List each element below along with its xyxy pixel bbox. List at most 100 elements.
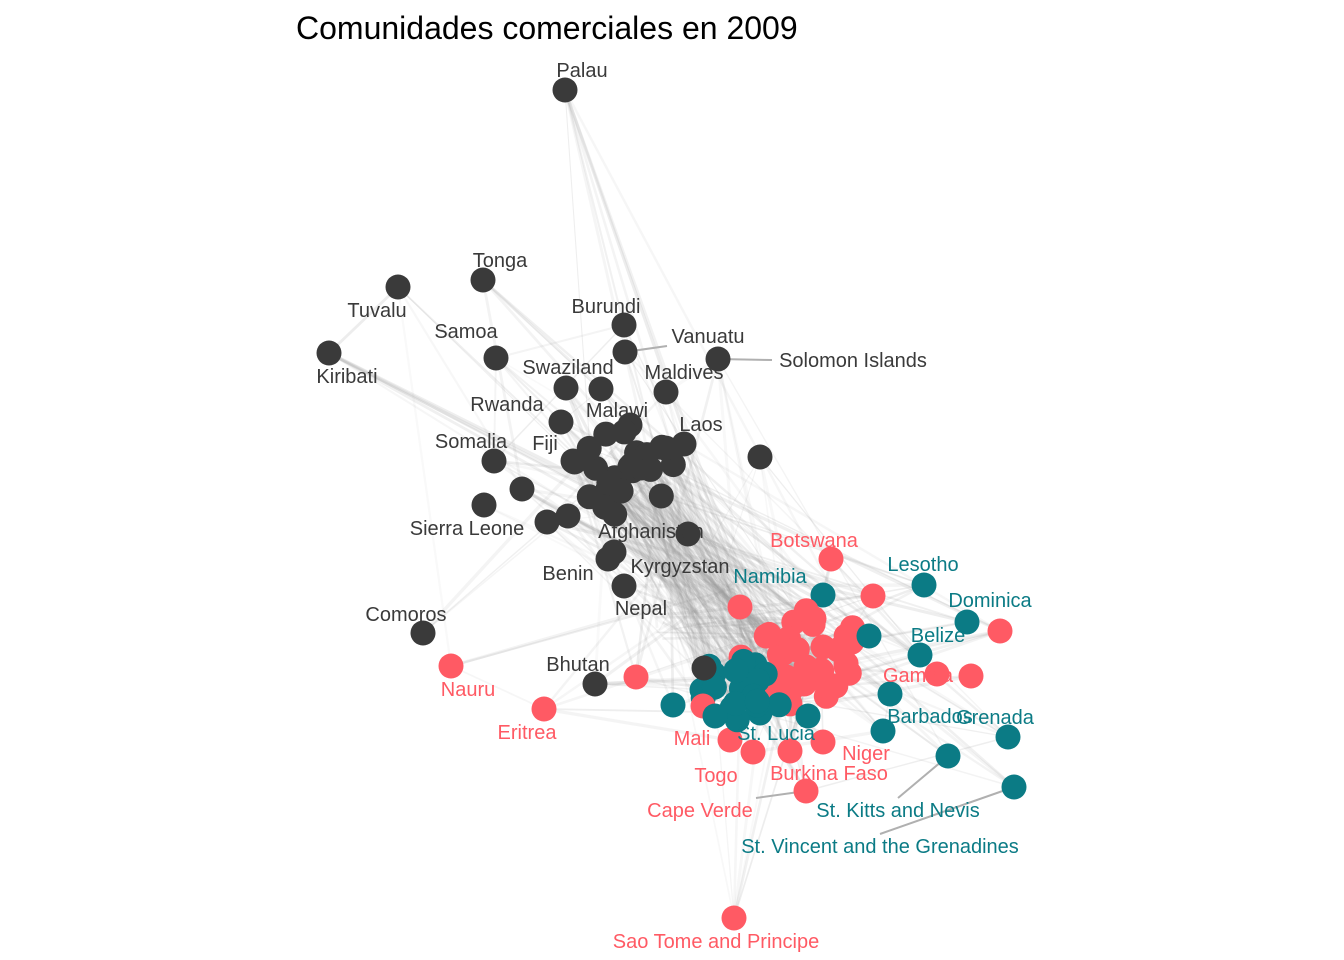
- node: [877, 681, 903, 707]
- edge: [619, 501, 808, 792]
- edge: [630, 464, 723, 584]
- edge: [328, 351, 627, 503]
- node: [860, 583, 886, 609]
- node: [555, 503, 581, 529]
- node: [722, 691, 748, 716]
- node: [648, 483, 674, 509]
- node-label: Palau: [556, 60, 607, 82]
- node-label: Burundi: [572, 296, 641, 318]
- node-label: Gambia: [883, 665, 954, 687]
- node-grenada: [995, 724, 1021, 750]
- node-label: Tuvalu: [347, 300, 406, 322]
- node-label: Sao Tome and Principe: [613, 931, 819, 953]
- edge: [623, 324, 795, 675]
- edge: [623, 324, 774, 699]
- edge: [665, 391, 741, 608]
- node: [795, 703, 821, 729]
- edge: [660, 495, 745, 612]
- node: [660, 692, 686, 718]
- edge: [626, 480, 807, 792]
- node-afghanistan: [675, 521, 701, 547]
- node-tonga: [470, 267, 496, 293]
- node-label: Afghanistan: [598, 521, 704, 543]
- edge: [396, 286, 453, 667]
- node-nauru: [438, 653, 464, 679]
- node-st-vincent-and-the-grenadines: [1001, 774, 1027, 800]
- node: [801, 606, 827, 632]
- node-label: Burkina Faso: [770, 763, 888, 785]
- edge: [629, 466, 717, 580]
- edge: [805, 736, 1009, 792]
- node-label: Cape Verde: [647, 800, 753, 822]
- edge: [671, 445, 716, 688]
- edge: [495, 323, 625, 360]
- edge: [563, 89, 728, 632]
- node-benin: [595, 546, 621, 572]
- node-label: Eritrea: [498, 722, 558, 744]
- node-mali: [717, 727, 743, 753]
- edge: [658, 456, 761, 631]
- edge: [616, 489, 716, 604]
- node-label: Mali: [674, 728, 711, 750]
- node-cape-verde: [793, 778, 819, 804]
- edge: [546, 520, 968, 624]
- edge: [328, 351, 594, 501]
- edge: [543, 533, 689, 710]
- edge: [564, 89, 716, 688]
- edge: [608, 482, 756, 666]
- node-tuvalu: [385, 274, 411, 300]
- node-comoros: [410, 620, 436, 646]
- node-label: St. Vincent and the Grenadines: [741, 836, 1019, 858]
- node: [747, 444, 773, 470]
- edge: [638, 441, 703, 691]
- node: [611, 419, 637, 445]
- node: [744, 688, 770, 714]
- node-sierra-leone: [471, 492, 497, 518]
- node-label: Rwanda: [470, 394, 544, 416]
- edge: [567, 514, 737, 672]
- edge: [634, 358, 720, 678]
- node-label: Fiji: [532, 433, 558, 455]
- node-palau: [552, 77, 578, 103]
- edge: [637, 502, 870, 637]
- node-gambia: [924, 661, 950, 687]
- edge: [716, 358, 808, 792]
- node-label: Comoros: [365, 604, 446, 626]
- node-label: Botswana: [770, 530, 859, 552]
- edge: [564, 387, 711, 667]
- edge: [588, 495, 787, 678]
- node-label: Benin: [542, 563, 593, 585]
- node-label: Nepal: [615, 598, 667, 620]
- node-label: Namibia: [733, 566, 807, 588]
- edge: [613, 513, 695, 605]
- edge: [495, 357, 590, 450]
- node-kiribati: [316, 340, 342, 366]
- node-burundi: [611, 312, 637, 338]
- node-label: Sierra Leone: [410, 518, 525, 540]
- node-label: Kiribati: [316, 366, 377, 388]
- edge: [566, 515, 705, 707]
- edge: [450, 587, 735, 667]
- edge: [682, 443, 758, 680]
- node-sao-tome-and-principe: [721, 905, 747, 931]
- edge: [634, 487, 659, 678]
- edge: [716, 358, 784, 654]
- edge: [628, 466, 698, 606]
- node: [576, 435, 602, 461]
- node-label: Bhutan: [546, 654, 609, 676]
- node-label: Lesotho: [887, 554, 958, 576]
- edge: [613, 477, 706, 669]
- edge: [483, 503, 770, 636]
- edge: [668, 464, 766, 675]
- node: [701, 674, 727, 700]
- node-belize: [907, 642, 933, 668]
- edge: [594, 575, 742, 686]
- node-label: Dominica: [948, 590, 1032, 612]
- node-vanuatu: [612, 339, 638, 365]
- edge: [567, 514, 824, 649]
- edge: [617, 489, 807, 792]
- edge: [716, 456, 761, 589]
- node-label: Samoa: [434, 321, 498, 343]
- edge: [608, 481, 824, 597]
